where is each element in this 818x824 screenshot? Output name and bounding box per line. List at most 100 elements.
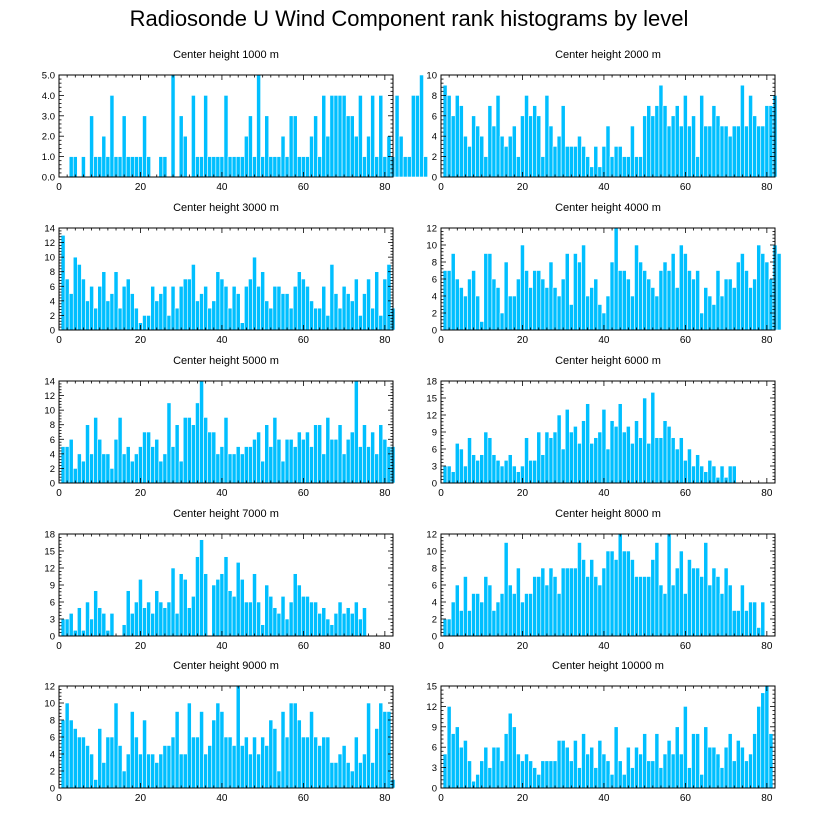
histogram-bar [609, 156, 615, 178]
histogram-bar [715, 576, 721, 637]
y-tick-label: 8 [50, 267, 55, 278]
histogram-bar [231, 453, 237, 484]
x-tick-label: 20 [135, 335, 147, 346]
histogram-bar [621, 431, 627, 484]
histogram-bar [394, 95, 400, 178]
x-tick-label: 40 [216, 182, 228, 193]
histogram-bar [276, 770, 282, 789]
histogram-bar [386, 711, 392, 789]
histogram-bar [658, 84, 664, 178]
histogram-bar [548, 567, 554, 637]
histogram-bar [499, 465, 505, 484]
histogram-bar [296, 719, 302, 789]
x-tick-label: 80 [379, 182, 391, 193]
histogram-bar [589, 746, 595, 789]
histogram-bar [450, 115, 456, 178]
histogram-bar [674, 567, 680, 637]
histogram-bar [301, 278, 306, 331]
y-tick-label: 2 [432, 309, 437, 320]
histogram-bar [366, 135, 371, 178]
histogram-bar [166, 315, 172, 331]
x-tick-label: 20 [135, 182, 147, 193]
y-tick-label: 10 [44, 253, 55, 264]
x-tick-label: 20 [517, 793, 529, 804]
histogram-bar [540, 278, 546, 331]
histogram-bar [264, 745, 270, 789]
histogram-bar [178, 285, 184, 331]
histogram-bar [719, 767, 725, 789]
histogram-bar [280, 596, 286, 637]
histogram-bar [727, 278, 733, 331]
histogram-bar [699, 576, 705, 637]
histogram-bar [93, 590, 98, 637]
histogram-bar [187, 417, 192, 484]
y-tick-label: 4 [50, 750, 55, 761]
histogram-bar [382, 438, 388, 484]
histogram-bar [552, 576, 558, 637]
histogram-bar [548, 125, 554, 178]
histogram-bar [219, 446, 225, 484]
histogram-bar [642, 397, 647, 484]
histogram-bar [150, 753, 156, 789]
histogram-bar [662, 420, 668, 484]
histogram-bar [341, 95, 347, 178]
histogram-bar [256, 601, 261, 637]
histogram-bar [113, 156, 119, 178]
y-tick-label: 15 [44, 547, 55, 558]
histogram-bar [483, 156, 489, 178]
histogram-bar [81, 460, 86, 484]
histogram-bar [760, 601, 766, 637]
histogram-bar [776, 253, 782, 331]
histogram-bar [634, 244, 639, 331]
histogram-bar [134, 307, 139, 331]
histogram-bar [182, 135, 188, 178]
histogram-bar [109, 613, 115, 637]
histogram-bar [386, 264, 392, 331]
y-tick-label: 8 [432, 564, 437, 575]
panel-title: Center height 1000 m [173, 49, 279, 61]
histogram-bar [174, 307, 180, 331]
histogram-bar [333, 762, 339, 789]
histogram-bar [707, 295, 713, 331]
histogram-bar [613, 146, 619, 178]
y-tick-label: 14 [44, 377, 55, 388]
histogram-bar [495, 287, 501, 331]
x-tick-label: 20 [135, 488, 147, 499]
x-tick-label: 0 [56, 793, 62, 804]
histogram-bar [638, 576, 643, 637]
histogram-bar [244, 285, 249, 331]
histogram-bar [585, 156, 590, 178]
histogram-bar [691, 115, 696, 178]
histogram-bar [81, 278, 86, 331]
histogram-bar [182, 753, 188, 789]
histogram-bar [329, 264, 335, 331]
histogram-bar [288, 702, 294, 789]
x-tick-label: 80 [761, 335, 773, 346]
histogram-bar [68, 719, 74, 789]
histogram-bar [276, 156, 282, 178]
histogram-bar [499, 312, 505, 331]
histogram-bar [703, 287, 709, 331]
histogram-bar [309, 711, 314, 789]
y-tick-label: 12 [44, 391, 55, 402]
histogram-bar [711, 567, 717, 637]
histogram-bar [370, 431, 375, 484]
y-tick-label: 12 [426, 224, 437, 235]
histogram-bar [309, 446, 314, 484]
histogram-bar [621, 774, 627, 789]
histogram-bar [564, 146, 570, 178]
x-tick-label: 80 [761, 793, 773, 804]
histogram-bar [85, 300, 90, 331]
histogram-bar [329, 624, 335, 637]
y-tick-label: 18 [426, 377, 437, 388]
histogram-bar [621, 156, 627, 178]
histogram-bar [345, 115, 351, 178]
histogram-bar [748, 95, 753, 178]
histogram-bar [695, 567, 700, 637]
histogram-bar [699, 95, 705, 178]
histogram-bar [711, 746, 717, 789]
histogram-bar [642, 576, 647, 637]
histogram-bar [231, 285, 237, 331]
histogram-bar [727, 733, 733, 789]
histogram-bar [93, 307, 98, 331]
